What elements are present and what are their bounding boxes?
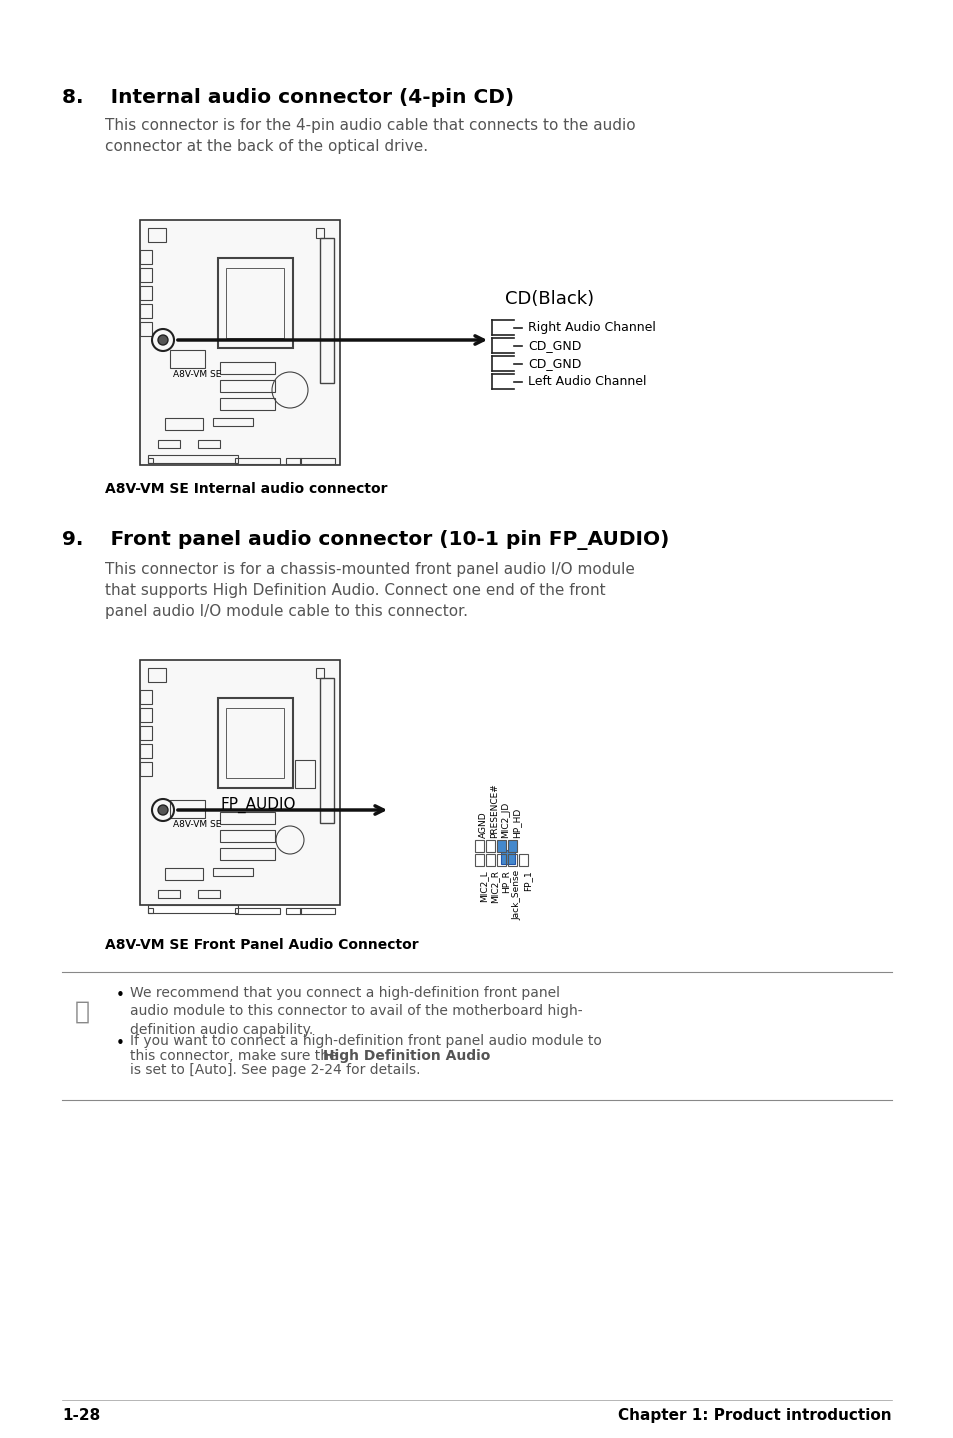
Text: AGND: AGND <box>478 811 488 838</box>
Bar <box>148 454 237 463</box>
Bar <box>485 854 495 866</box>
Text: 1-28: 1-28 <box>62 1408 100 1424</box>
Bar <box>158 440 180 449</box>
Text: A8V-VM SE: A8V-VM SE <box>172 820 221 828</box>
Bar <box>299 907 335 915</box>
Text: 🔧: 🔧 <box>74 999 90 1024</box>
Bar <box>158 890 180 897</box>
Circle shape <box>158 805 168 815</box>
Text: FP_AUDIO: FP_AUDIO <box>220 797 295 812</box>
Bar <box>286 457 301 464</box>
Text: PRESENCE#: PRESENCE# <box>490 784 498 838</box>
Text: 9.  Front panel audio connector (10-1 pin FP_AUDIO): 9. Front panel audio connector (10-1 pin… <box>62 531 669 549</box>
Text: Left Audio Channel: Left Audio Channel <box>527 375 646 388</box>
Bar <box>165 869 203 880</box>
Bar <box>226 267 284 338</box>
Text: A8V-VM SE: A8V-VM SE <box>172 370 221 380</box>
Bar <box>234 457 280 464</box>
Bar <box>213 869 253 876</box>
Bar <box>220 848 274 860</box>
Text: is set to [Auto]. See page 2-24 for details.: is set to [Auto]. See page 2-24 for deta… <box>130 1063 420 1077</box>
Bar <box>220 830 274 843</box>
Bar <box>220 380 274 393</box>
Bar <box>299 457 335 464</box>
Bar <box>148 669 166 682</box>
Text: We recommend that you connect a high-definition front panel
audio module to this: We recommend that you connect a high-def… <box>130 986 582 1037</box>
Bar <box>218 697 293 788</box>
Text: MIC2_L: MIC2_L <box>478 870 488 902</box>
Bar <box>148 905 237 913</box>
Bar <box>220 812 274 824</box>
Bar <box>140 250 152 265</box>
Bar <box>140 322 152 336</box>
Text: Jack_Sense: Jack_Sense <box>512 870 520 920</box>
Bar <box>315 669 324 677</box>
Text: •: • <box>116 1035 125 1051</box>
Bar <box>497 854 505 866</box>
Bar <box>140 267 152 282</box>
Bar <box>140 660 339 905</box>
Text: FP_1: FP_1 <box>522 870 532 890</box>
Text: CD(Black): CD(Black) <box>504 290 594 308</box>
Bar <box>140 286 152 301</box>
Text: A8V-VM SE Front Panel Audio Connector: A8V-VM SE Front Panel Audio Connector <box>105 938 418 952</box>
Bar <box>507 840 517 851</box>
Bar <box>148 457 152 463</box>
Bar <box>140 726 152 741</box>
Bar <box>319 677 334 823</box>
Bar <box>140 762 152 777</box>
Bar <box>234 907 280 915</box>
Text: Chapter 1: Product introduction: Chapter 1: Product introduction <box>618 1408 891 1424</box>
Bar <box>170 800 205 818</box>
Text: This connector is for a chassis-mounted front panel audio I/O module
that suppor: This connector is for a chassis-mounted … <box>105 562 634 618</box>
Text: CD_GND: CD_GND <box>527 339 580 352</box>
Bar <box>485 840 495 851</box>
Bar <box>226 707 284 778</box>
Bar <box>170 349 205 368</box>
Bar <box>507 854 517 866</box>
Bar <box>475 854 483 866</box>
Bar <box>198 440 220 449</box>
Text: HP_HD: HP_HD <box>512 808 520 838</box>
Bar <box>220 398 274 410</box>
Bar <box>148 907 152 913</box>
Text: •: • <box>116 988 125 1002</box>
Bar <box>294 761 314 788</box>
Text: 8.  Internal audio connector (4-pin CD): 8. Internal audio connector (4-pin CD) <box>62 88 514 106</box>
Text: High Definition Audio: High Definition Audio <box>323 1048 490 1063</box>
Text: MIC2_JD: MIC2_JD <box>500 802 510 838</box>
Bar <box>500 850 515 864</box>
Bar <box>319 239 334 383</box>
Bar <box>140 743 152 758</box>
Bar <box>165 418 203 430</box>
Text: This connector is for the 4-pin audio cable that connects to the audio
connector: This connector is for the 4-pin audio ca… <box>105 118 635 154</box>
Text: Right Audio Channel: Right Audio Channel <box>527 321 655 334</box>
Bar <box>140 707 152 722</box>
Bar <box>140 303 152 318</box>
Bar <box>286 907 301 915</box>
Bar <box>213 418 253 426</box>
Bar <box>220 362 274 374</box>
Bar <box>497 840 505 851</box>
Text: CD_GND: CD_GND <box>527 357 580 370</box>
Bar <box>140 690 152 705</box>
Bar <box>148 229 166 242</box>
Bar <box>315 229 324 239</box>
Text: If you want to connect a high-definition front panel audio module to: If you want to connect a high-definition… <box>130 1034 601 1048</box>
Text: A8V-VM SE Internal audio connector: A8V-VM SE Internal audio connector <box>105 482 387 496</box>
Bar <box>475 840 483 851</box>
Text: HP_R: HP_R <box>500 870 510 893</box>
Bar <box>218 257 293 348</box>
Circle shape <box>158 335 168 345</box>
Text: MIC2_R: MIC2_R <box>490 870 498 903</box>
Text: this connector, make sure the: this connector, make sure the <box>130 1048 341 1063</box>
Bar <box>198 890 220 897</box>
Bar <box>518 854 527 866</box>
Bar <box>140 220 339 464</box>
